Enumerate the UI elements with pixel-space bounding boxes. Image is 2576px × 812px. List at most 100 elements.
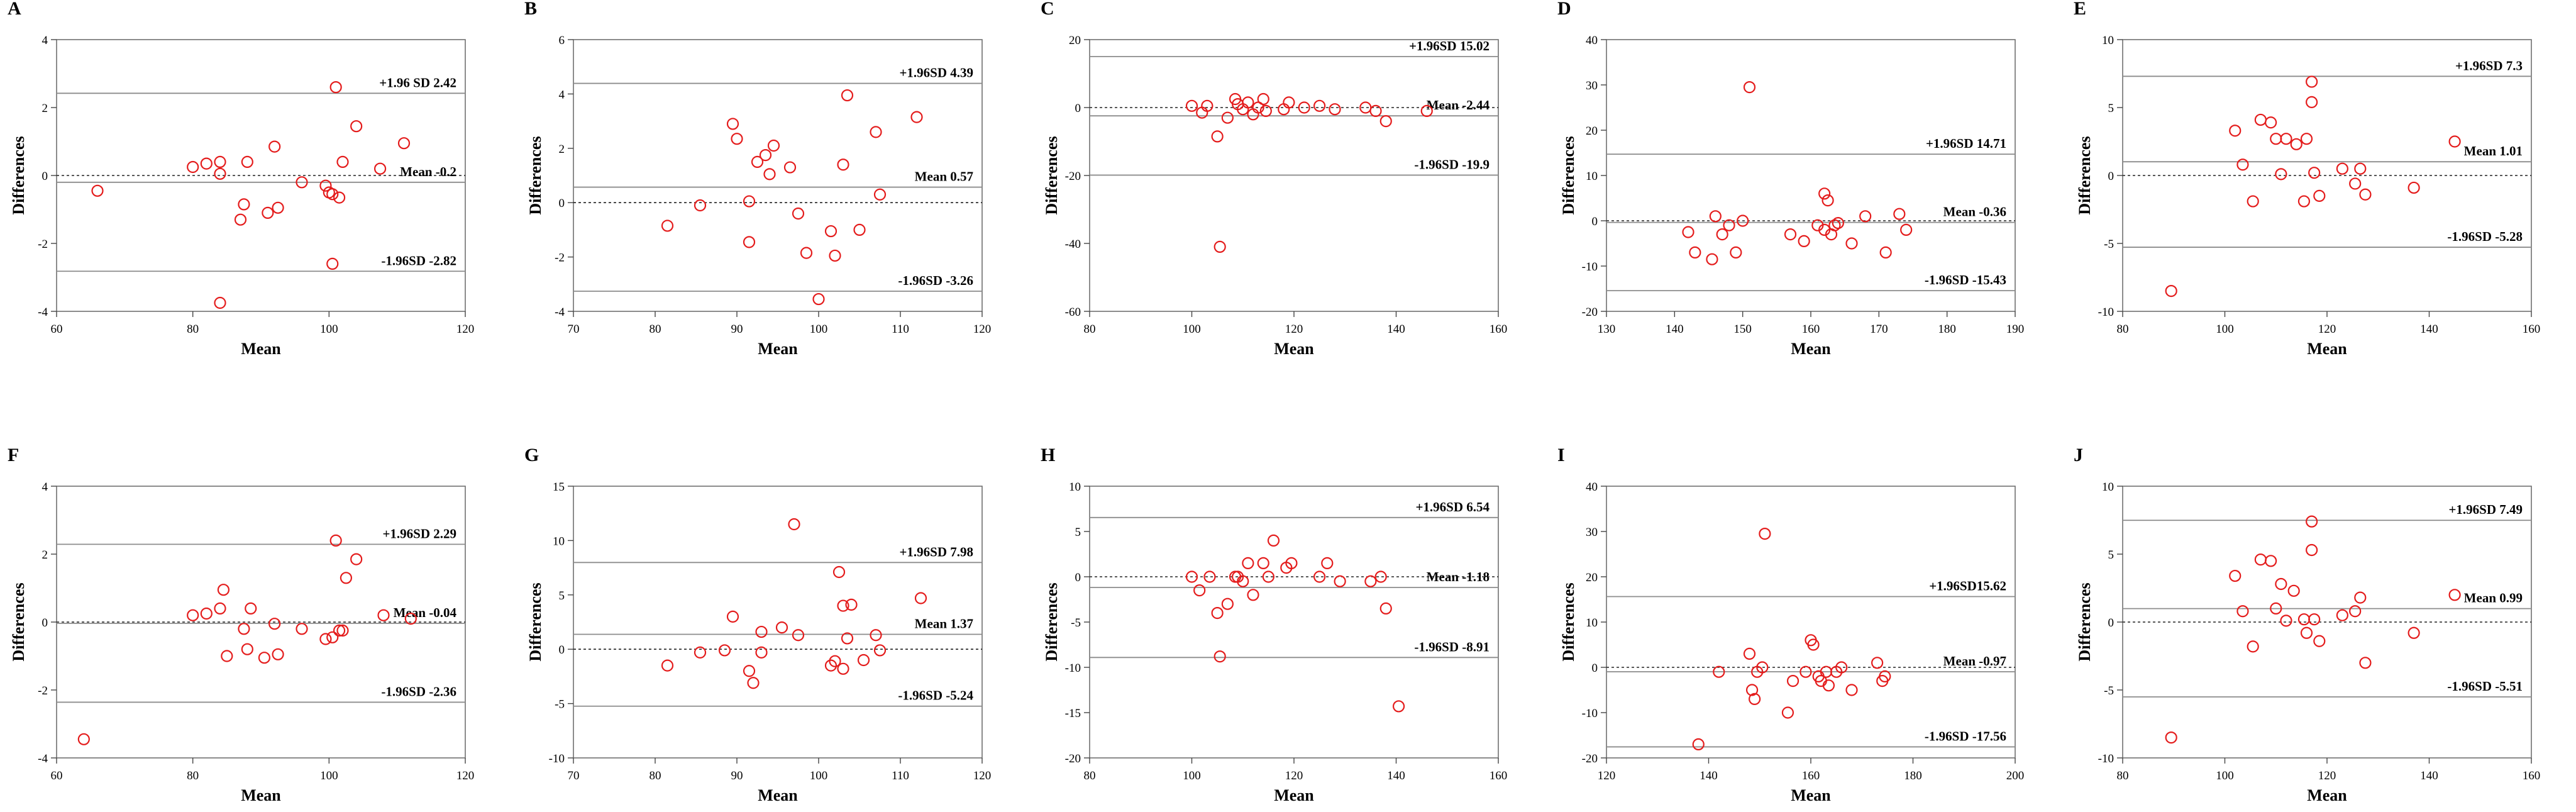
data-point <box>272 201 284 214</box>
data-point <box>1221 111 1234 124</box>
data-point <box>2448 589 2461 601</box>
x-tick-label: 110 <box>892 769 909 782</box>
y-tick-label: 4 <box>42 481 48 494</box>
x-tick-label: 80 <box>650 323 661 336</box>
x-tick-label: 80 <box>1084 769 1096 782</box>
panel-d: D +1.96SD 14.71 Mean -0.36 -1.96SD -15.43 13… <box>1557 0 2024 358</box>
data-point <box>1298 101 1310 114</box>
data-point <box>1756 661 1769 674</box>
data-point <box>829 249 841 262</box>
x-tick-label: 190 <box>2006 323 2025 336</box>
panel-g: G +1.96SD 7.98 Mean 1.37 -1.96SD -5.24 70 80 9… <box>524 445 991 804</box>
y-tick-label: 2 <box>42 548 48 562</box>
data-point <box>1242 96 1254 109</box>
panel-b: B +1.96SD 4.39 Mean 0.57 -1.96SD -3.26 70 80 9… <box>524 0 991 358</box>
panel-letter-a: A <box>8 0 21 19</box>
data-point <box>329 534 342 547</box>
data-point <box>1257 557 1269 570</box>
data-point <box>329 81 342 94</box>
data-point <box>1682 226 1694 238</box>
data-point <box>1879 670 1891 683</box>
data-point <box>2359 188 2372 201</box>
data-point <box>2407 626 2420 639</box>
x-axis-title: Mean <box>1274 786 1314 804</box>
data-point <box>1786 674 1799 687</box>
data-point <box>333 191 346 204</box>
x-axis-title: Mean <box>1791 786 1831 804</box>
data-point <box>2270 602 2282 615</box>
data-point <box>788 518 800 531</box>
data-point <box>783 161 797 174</box>
y-tick-label: 0 <box>1075 571 1081 584</box>
data-point <box>873 644 887 657</box>
data-point <box>1730 246 1742 259</box>
y-axis-title: Differences <box>1042 136 1061 214</box>
data-point <box>1213 650 1226 663</box>
y-tick-label: 6 <box>559 34 565 47</box>
data-point <box>1392 700 1405 713</box>
plot-frame <box>1089 486 1499 759</box>
y-tick-label: 2 <box>559 143 565 156</box>
data-point <box>857 653 870 667</box>
data-point <box>1242 557 1254 570</box>
y-tick-label: -15 <box>1065 707 1081 720</box>
data-point <box>731 133 743 145</box>
y-tick-label: -10 <box>2098 752 2114 765</box>
y-tick-label: -2 <box>38 238 48 251</box>
y-axis-title: Differences <box>9 582 28 661</box>
y-tick-label: 20 <box>1586 571 1598 584</box>
y-tick-label: -10 <box>1582 707 1598 720</box>
data-point <box>661 659 674 672</box>
data-point <box>2229 125 2242 137</box>
panel-letter-h: H <box>1041 445 1055 465</box>
x-axis-title: Mean <box>1791 340 1831 358</box>
data-point <box>2313 189 2326 202</box>
data-point <box>910 111 923 123</box>
mean-label: Mean 0.99 <box>2464 591 2523 606</box>
data-point <box>1374 570 1387 583</box>
upper-label: +1.96SD 15.02 <box>1409 38 1490 53</box>
data-point <box>1201 99 1213 112</box>
data-point <box>2287 584 2300 597</box>
data-point <box>2306 96 2318 108</box>
y-tick-label: -2 <box>555 252 565 265</box>
x-tick-label: 90 <box>731 323 743 336</box>
data-point <box>1369 104 1382 117</box>
panel-letter-i: I <box>1557 445 1565 465</box>
data-point <box>841 632 854 645</box>
data-point <box>2165 731 2177 744</box>
data-point <box>2308 613 2321 626</box>
data-point <box>187 160 199 174</box>
panel-letter-f: F <box>8 445 19 465</box>
data-point <box>2254 553 2267 566</box>
x-tick-label: 100 <box>810 323 828 336</box>
data-point <box>1716 228 1728 241</box>
y-tick-label: -20 <box>1582 752 1598 765</box>
y-axis-title: Differences <box>1559 582 1578 661</box>
y-tick-label: 0 <box>559 643 565 657</box>
data-point <box>2275 168 2287 181</box>
data-point <box>296 176 308 189</box>
y-axis-title: Differences <box>526 582 544 661</box>
panel-h: H +1.96SD 6.54 Mean -1.18 -1.96SD -8.91 80 10… <box>1041 445 1507 804</box>
data-point <box>2306 75 2318 88</box>
data-point <box>2300 133 2313 145</box>
data-point <box>272 648 284 660</box>
data-point <box>258 652 271 664</box>
data-point <box>1749 692 1761 706</box>
x-tick-label: 140 <box>1700 769 1718 782</box>
data-point <box>743 665 756 677</box>
data-point <box>870 629 882 642</box>
mean-label: Mean -0.2 <box>400 164 456 179</box>
data-point <box>214 602 226 615</box>
x-tick-label: 120 <box>2318 323 2336 336</box>
x-axis-title: Mean <box>2307 340 2347 358</box>
upper-label: +1.96SD15.62 <box>1929 579 2006 594</box>
data-point <box>1706 253 1718 265</box>
data-point <box>661 220 674 232</box>
y-tick-label: 10 <box>1586 170 1598 183</box>
lower-label: -1.96SD -3.26 <box>898 273 973 288</box>
data-point <box>373 162 387 175</box>
data-point <box>2313 635 2326 647</box>
data-point <box>694 199 707 212</box>
